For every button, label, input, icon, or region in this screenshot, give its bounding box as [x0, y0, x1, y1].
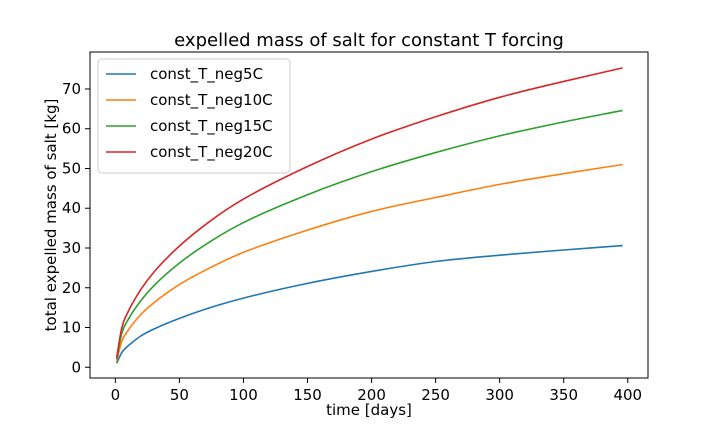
y-tick-label: 0	[71, 358, 81, 376]
x-tick-label: 50	[170, 386, 189, 404]
x-tick-label: 100	[229, 386, 258, 404]
legend-box	[97, 58, 291, 174]
series-lines	[115, 67, 623, 364]
chart-title: expelled mass of salt for constant T for…	[174, 30, 564, 51]
legend-label: const_T_neg10C	[150, 91, 273, 110]
y-tick-label: 60	[62, 120, 81, 138]
y-axis-ticks: 0 10 20 30 40 50 60 70	[62, 80, 90, 376]
series-line-const_T_neg10C	[115, 163, 623, 362]
x-axis-label: time [days]	[326, 401, 412, 419]
legend-label: const_T_neg15C	[150, 117, 273, 136]
x-tick-label: 200	[357, 386, 386, 404]
x-tick-label: 250	[421, 386, 450, 404]
y-tick-label: 40	[62, 199, 81, 217]
y-tick-label: 10	[62, 319, 81, 337]
y-axis-label: total expelled mass of salt [kg]	[42, 99, 60, 332]
series-line-const_T_neg20C	[115, 67, 623, 358]
x-tick-label: 350	[549, 386, 578, 404]
plot-frame	[89, 51, 649, 379]
series-line-const_T_neg15C	[115, 109, 623, 360]
y-tick-label: 20	[62, 279, 81, 297]
x-tick-label: 150	[293, 386, 322, 404]
x-tick-label: 400	[613, 386, 642, 404]
legend-label: const_T_neg5C	[150, 65, 263, 84]
legend-label: const_T_neg20C	[150, 143, 273, 162]
x-axis-ticks: 0 50 100 150 200 250 300 350 400	[111, 378, 642, 404]
y-tick-label: 70	[62, 80, 81, 98]
y-tick-label: 50	[62, 159, 81, 177]
y-tick-label: 30	[62, 239, 81, 257]
x-tick-label: 0	[111, 386, 121, 404]
legend: const_T_neg5C const_T_neg10C const_T_neg15…	[97, 58, 291, 174]
x-tick-label: 300	[485, 386, 514, 404]
series-line-const_T_neg5C	[115, 244, 623, 364]
